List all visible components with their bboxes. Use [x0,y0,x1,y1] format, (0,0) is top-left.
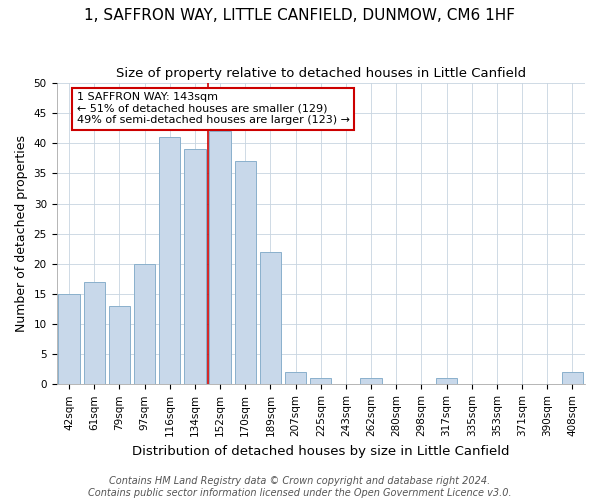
Bar [436,378,457,384]
Bar [260,252,281,384]
Text: Contains HM Land Registry data © Crown copyright and database right 2024.
Contai: Contains HM Land Registry data © Crown c… [88,476,512,498]
Bar [285,372,306,384]
Bar [235,162,256,384]
Bar [159,138,181,384]
Title: Size of property relative to detached houses in Little Canfield: Size of property relative to detached ho… [116,68,526,80]
Bar [134,264,155,384]
Y-axis label: Number of detached properties: Number of detached properties [15,135,28,332]
Bar [562,372,583,384]
Bar [184,150,206,384]
Bar [109,306,130,384]
Text: 1 SAFFRON WAY: 143sqm
← 51% of detached houses are smaller (129)
49% of semi-det: 1 SAFFRON WAY: 143sqm ← 51% of detached … [77,92,350,126]
X-axis label: Distribution of detached houses by size in Little Canfield: Distribution of detached houses by size … [132,444,509,458]
Text: 1, SAFFRON WAY, LITTLE CANFIELD, DUNMOW, CM6 1HF: 1, SAFFRON WAY, LITTLE CANFIELD, DUNMOW,… [85,8,515,22]
Bar [58,294,80,384]
Bar [361,378,382,384]
Bar [310,378,331,384]
Bar [209,132,231,384]
Bar [83,282,105,384]
